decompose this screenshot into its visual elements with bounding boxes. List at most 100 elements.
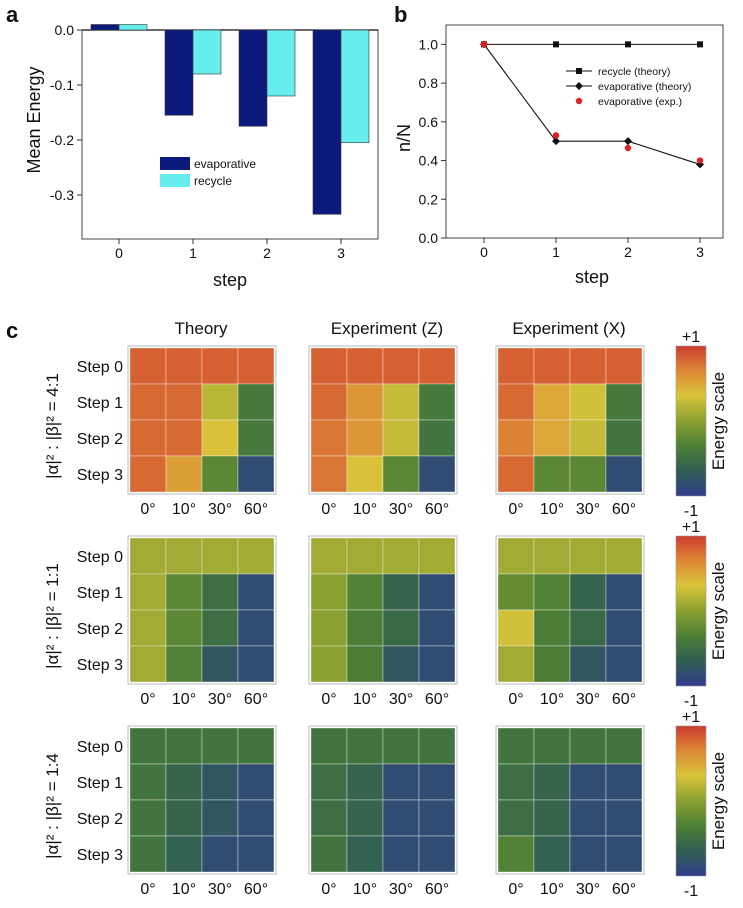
panel-b-point-recycle (theory)-2 bbox=[625, 41, 631, 48]
heatmap-cell bbox=[569, 455, 607, 493]
row-label: Step 3 bbox=[77, 847, 123, 864]
row-label: Step 3 bbox=[77, 467, 123, 484]
heatmap-cell bbox=[129, 645, 167, 683]
heatmap-cell bbox=[382, 573, 420, 611]
heatmap-cell bbox=[165, 763, 203, 801]
heatmap-cell bbox=[346, 383, 384, 421]
heatmap-cell bbox=[533, 347, 571, 385]
angle-label: 10° bbox=[172, 881, 196, 898]
bar-recycle-step-2 bbox=[266, 29, 296, 97]
heatmap-cell bbox=[129, 609, 167, 647]
heatmap-cell bbox=[569, 799, 607, 837]
ratio-label-1:1: |α|² : |β|² = 1:1 bbox=[43, 563, 62, 669]
row-label: Step 0 bbox=[77, 549, 123, 566]
energy-scale-bar bbox=[675, 725, 707, 877]
heatmap-cell bbox=[201, 537, 239, 575]
heatmap-cell bbox=[310, 645, 348, 683]
panel-a-legend-label-recycle: recycle bbox=[194, 174, 232, 188]
heatmap-cell bbox=[201, 455, 239, 493]
heatmap-cell bbox=[418, 419, 456, 457]
panel-a-ytick-label: -0.3 bbox=[50, 187, 74, 203]
bar-recycle-step-0 bbox=[118, 24, 148, 31]
heatmap-cell bbox=[129, 727, 167, 765]
panel-b-ytick-label: 0.2 bbox=[419, 191, 439, 207]
heatmap-cell bbox=[382, 609, 420, 647]
row-label: Step 2 bbox=[77, 431, 123, 448]
heatmap-cell bbox=[165, 537, 203, 575]
heatmap-frame bbox=[495, 725, 645, 875]
panel-b-series-line-evaporative (theory) bbox=[483, 44, 701, 165]
panel-a-legend-label-evaporative: evaporative bbox=[194, 157, 256, 171]
angle-label: 10° bbox=[353, 691, 377, 708]
heatmap-cell bbox=[129, 763, 167, 801]
heatmap-cell bbox=[605, 347, 643, 385]
heatmap-frame bbox=[127, 535, 277, 685]
angle-label: 30° bbox=[389, 501, 413, 518]
heatmap-cell bbox=[310, 763, 348, 801]
panel-a-ytick-label: -0.1 bbox=[50, 77, 74, 93]
heatmap-cell bbox=[237, 645, 275, 683]
heatmap-cell bbox=[346, 763, 384, 801]
heatmap-cell bbox=[201, 835, 239, 873]
angle-label: 60° bbox=[425, 501, 449, 518]
heatmap-cell bbox=[382, 763, 420, 801]
angle-label: 30° bbox=[208, 691, 232, 708]
heatmap-cell bbox=[497, 537, 535, 575]
panel-b-xtick-label: 1 bbox=[552, 244, 560, 260]
heatmap-cell bbox=[533, 573, 571, 611]
heatmap-cell bbox=[605, 573, 643, 611]
angle-label: 10° bbox=[353, 501, 377, 518]
heatmap-cell bbox=[201, 609, 239, 647]
heatmap-cell bbox=[165, 835, 203, 873]
heatmap-cell bbox=[605, 537, 643, 575]
heatmap-cell bbox=[310, 347, 348, 385]
energy-scale-max-label: +1 bbox=[682, 329, 700, 346]
heatmap-frame bbox=[308, 725, 458, 875]
heatmap-frame bbox=[308, 345, 458, 495]
panel-b-xtick-label: 0 bbox=[480, 244, 488, 260]
panel-a-legend-swatch-recycle bbox=[160, 174, 190, 187]
heatmap-cell bbox=[201, 763, 239, 801]
heatmap-cell bbox=[533, 763, 571, 801]
heatmap-cell bbox=[497, 419, 535, 457]
heatmap-cell bbox=[165, 455, 203, 493]
angle-label: 0° bbox=[321, 691, 336, 708]
heatmap-cell bbox=[533, 455, 571, 493]
angle-label: 10° bbox=[172, 691, 196, 708]
col-title-experiment-z: Experiment (Z) bbox=[331, 319, 443, 338]
heatmap-cell bbox=[310, 727, 348, 765]
heatmap-cell bbox=[165, 573, 203, 611]
heatmap-cell bbox=[310, 799, 348, 837]
heatmap-cell bbox=[382, 799, 420, 837]
heatmap-cell bbox=[237, 609, 275, 647]
heatmap-cell bbox=[129, 799, 167, 837]
panel-a-xlabel: step bbox=[213, 270, 247, 290]
panel-a-bar-chart: Mean Energy step 0.0 -0.1 -0.2 -0.3 0 1 2 3 evap… bbox=[24, 22, 379, 290]
angle-label: 0° bbox=[321, 501, 336, 518]
heatmap-cell bbox=[165, 383, 203, 421]
panel-b-xtick-label: 3 bbox=[696, 244, 704, 260]
angle-label: 0° bbox=[140, 501, 155, 518]
heatmap-cell bbox=[497, 609, 535, 647]
angle-label: 30° bbox=[389, 691, 413, 708]
heatmap-cell bbox=[605, 455, 643, 493]
heatmap-cell bbox=[382, 727, 420, 765]
heatmap-cell bbox=[165, 609, 203, 647]
heatmap-cell bbox=[346, 537, 384, 575]
heatmap-cell bbox=[533, 609, 571, 647]
heatmap-cell bbox=[418, 645, 456, 683]
angle-label: 30° bbox=[576, 501, 600, 518]
heatmap-cell bbox=[497, 763, 535, 801]
heatmap-cell bbox=[346, 799, 384, 837]
heatmap-cell bbox=[497, 383, 535, 421]
row-label: Step 1 bbox=[77, 585, 123, 602]
heatmap-cell bbox=[382, 645, 420, 683]
angle-label: 60° bbox=[612, 691, 636, 708]
heatmap-cell bbox=[418, 763, 456, 801]
heatmap-cell bbox=[237, 727, 275, 765]
row-label: Step 1 bbox=[77, 775, 123, 792]
heatmap-cell bbox=[533, 537, 571, 575]
heatmap-cell bbox=[605, 835, 643, 873]
panel-b-legend-marker-recycle (theory) bbox=[576, 68, 582, 74]
